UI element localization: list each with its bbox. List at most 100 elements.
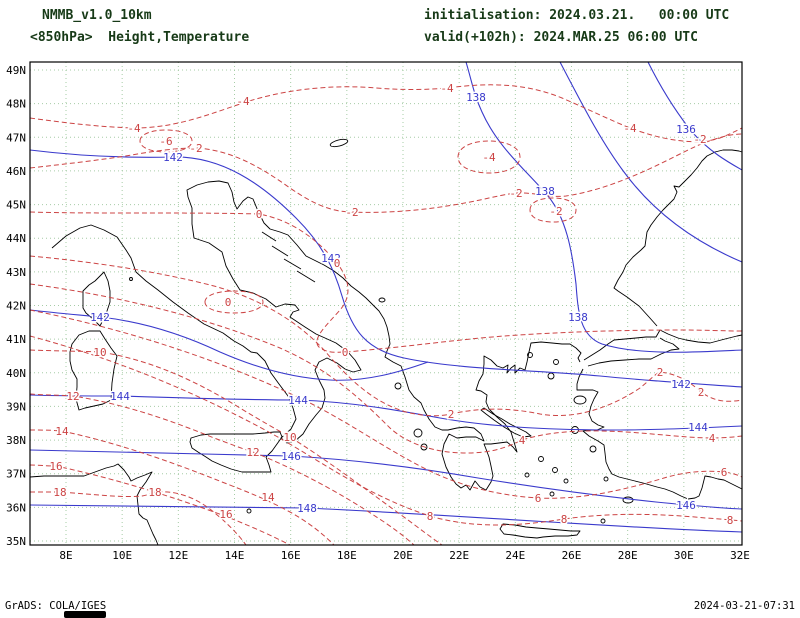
- temp-contour-8: [29, 335, 743, 526]
- coastline-turkey-aegean-south: [576, 368, 743, 500]
- island-crete: [499, 523, 581, 539]
- temp-contour-label: 16: [219, 508, 232, 521]
- lon-axis-label: 22E: [449, 549, 469, 562]
- temp-contour-label: 4: [709, 432, 716, 445]
- temp-contour-10: [29, 349, 443, 546]
- lon-axis-label: 10E: [112, 549, 132, 562]
- temp-contour-label: 0: [334, 257, 341, 270]
- height-contour-label: 144: [288, 394, 308, 407]
- temp-contour-16: [29, 464, 291, 546]
- height-contour-label: 146: [281, 450, 301, 463]
- temp-contour-0-loop: [204, 290, 264, 314]
- height-contour-label: 144: [688, 421, 708, 434]
- temp-contour-label: 2: [448, 408, 455, 421]
- height-contour-136: [647, 61, 743, 171]
- temp-contour-label: 2: [698, 386, 705, 399]
- lat-axis-label: 37N: [6, 468, 26, 481]
- temp-contour-label: 0: [225, 296, 232, 309]
- temp-contour-2: [29, 255, 743, 417]
- temp-contour-0: [29, 211, 743, 353]
- island-evia: [480, 407, 532, 438]
- height-contour-label: 142: [90, 311, 110, 324]
- lon-axis-label: 14E: [225, 549, 245, 562]
- temp-contour-label: -4: [623, 122, 637, 135]
- height-contour-144: [29, 394, 743, 431]
- temp-contour-label: 16: [49, 460, 62, 473]
- temp-contour-label: -2: [509, 187, 522, 200]
- temp-contour-label: 2: [657, 366, 664, 379]
- temp-contour-label: 10: [283, 431, 296, 444]
- temp-contour-label: 10: [93, 346, 106, 359]
- lon-axis-label: 8E: [59, 549, 72, 562]
- island-sardinia: [69, 330, 118, 411]
- lat-axis-label: 46N: [6, 165, 26, 178]
- lon-axis-label: 24E: [505, 549, 525, 562]
- temp-contour-label: 14: [261, 491, 275, 504]
- coastline-italy-balkans-greece: [51, 180, 582, 491]
- temp-contour-label: 18: [53, 486, 66, 499]
- height-contour-148: [29, 504, 743, 533]
- height-contour-label: 138: [535, 185, 555, 198]
- height-contour-146: [29, 449, 743, 510]
- height-contour-142: [29, 149, 743, 388]
- lat-axis-label: 38N: [6, 434, 26, 447]
- lat-axis-label: 47N: [6, 131, 26, 144]
- temp-contour-minus4-loop: [457, 140, 521, 174]
- lat-axis-label: 41N: [6, 333, 26, 346]
- island-corsica: [82, 271, 111, 327]
- height-contour-label: 138: [466, 91, 486, 104]
- island-outlines: [129, 231, 634, 524]
- lon-axis-label: 16E: [281, 549, 301, 562]
- lat-axis-label: 35N: [6, 535, 26, 548]
- temp-contour-label: -4: [440, 82, 454, 95]
- temp-contour-label: 6: [535, 492, 542, 505]
- height-contours: [29, 61, 743, 533]
- temp-contour-label: -2: [345, 206, 358, 219]
- temp-contour-minus6-loop: [139, 129, 193, 153]
- axis-labels: 49N 48N 47N 46N 45N 44N 43N 42N 41N 40N 39N 38N 37N 3…: [6, 64, 750, 562]
- lake-outlines: [329, 138, 386, 303]
- temp-contour-label: 0: [342, 346, 349, 359]
- temp-contour-6: [29, 309, 743, 499]
- lat-axis-label: 49N: [6, 64, 26, 77]
- height-contour-138: [465, 61, 743, 353]
- height-contour-label: 142: [163, 151, 183, 164]
- temp-contour-label: 8: [561, 513, 568, 526]
- lat-axis-label: 48N: [6, 98, 26, 111]
- height-contour-label: 142: [671, 378, 691, 391]
- temp-contour-label: 8: [727, 514, 734, 527]
- temp-contour-label: 4: [519, 434, 526, 447]
- height-contour-label: 148: [297, 502, 317, 515]
- lat-axis-label: 40N: [6, 367, 26, 380]
- height-contour-label: 146: [676, 499, 696, 512]
- temp-contour-label: 6: [721, 466, 728, 479]
- model-title: NMMB_v1.0_10km: [42, 8, 152, 23]
- height-contour-label: 144: [110, 390, 130, 403]
- temp-contour-label: -2: [693, 133, 706, 146]
- lat-axis-label: 36N: [6, 501, 26, 514]
- temp-contour-12: [29, 393, 415, 546]
- temp-contour-label: 0: [256, 208, 263, 221]
- temp-contour-label: -4: [482, 151, 496, 164]
- temperature-contours: [29, 84, 743, 546]
- map-frame: [29, 61, 743, 546]
- coastline-north-africa: [29, 463, 159, 546]
- initialisation-time: initialisation: 2024.03.21. 00:00 UTC: [424, 8, 730, 23]
- temp-contour-minus4: [29, 84, 743, 143]
- lat-axis-label: 43N: [6, 266, 26, 279]
- lat-axis-label: 39N: [6, 400, 26, 413]
- lon-axis-label: 12E: [168, 549, 188, 562]
- lon-axis-label: 28E: [618, 549, 638, 562]
- temp-contour-label: 12: [66, 390, 79, 403]
- lon-axis-label: 30E: [674, 549, 694, 562]
- coastlines: [29, 138, 743, 546]
- lon-axis-label: 26E: [562, 549, 582, 562]
- temp-contour-14: [29, 429, 335, 546]
- height-contour-140: [559, 61, 743, 263]
- temp-contour-4: [29, 283, 743, 454]
- height-contour-label: 142: [321, 252, 341, 265]
- height-contour-label: 136: [676, 123, 696, 136]
- island-sicily: [189, 431, 283, 473]
